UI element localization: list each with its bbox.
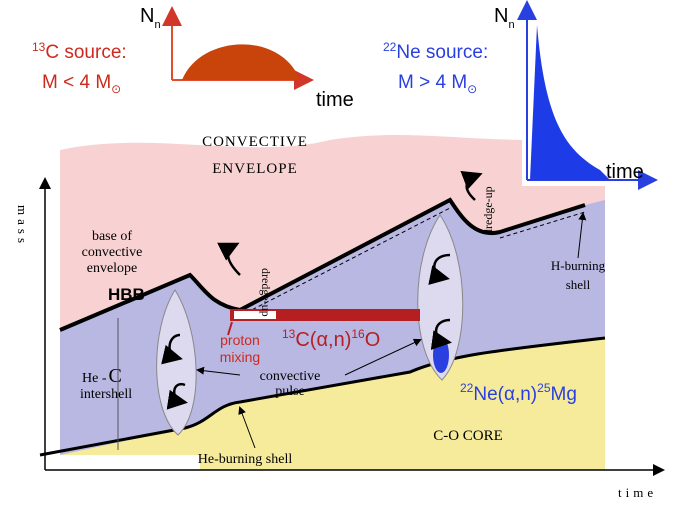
mixing-label: mixing [220,349,260,365]
base-label: envelope [87,261,138,276]
hbb-label: HBB [108,285,145,304]
mass-label: M > 4 M⊙ [398,72,477,96]
pulse-label: pulse [275,384,305,399]
h-shell-label: shell [566,277,591,292]
inset-x-label: time [316,89,354,111]
core-label: C-O CORE [433,428,503,444]
dredge-label: dredge-up [481,186,495,235]
intershell-label: intershell [80,387,132,402]
reaction-label: 13C(α,n)16O [282,327,380,351]
pulse-label: convective [260,369,321,384]
envelope-label: CONVECTIVE [202,134,308,150]
gap [60,455,200,470]
mass-label: M < 4 M⊙ [42,72,121,96]
mixing-label: proton [220,332,260,348]
inset-y-label: Nn [494,5,515,31]
h-shell-label: H-burning [551,258,606,273]
x-axis-label: time [618,485,657,500]
base-label: convective [82,245,143,260]
inset-y-label: Nn [140,5,161,31]
inset-x-label: time [606,161,644,183]
dredge-label: dredge-up [259,268,273,317]
diagram: mass time Nn 13C source: M < 4 M⊙ time N… [0,0,680,508]
source-label: 13C source: [32,40,127,63]
y-axis-label: mass [15,205,30,247]
base-label: base of [92,229,132,244]
envelope-label: ENVELOPE [212,161,298,177]
c13-neutron-curve [182,44,300,80]
reaction-label: 22Ne(α,n)25Mg [460,381,577,405]
source-label: 22Ne source: [383,40,488,63]
he-shell-label: He-burning shell [198,452,293,467]
